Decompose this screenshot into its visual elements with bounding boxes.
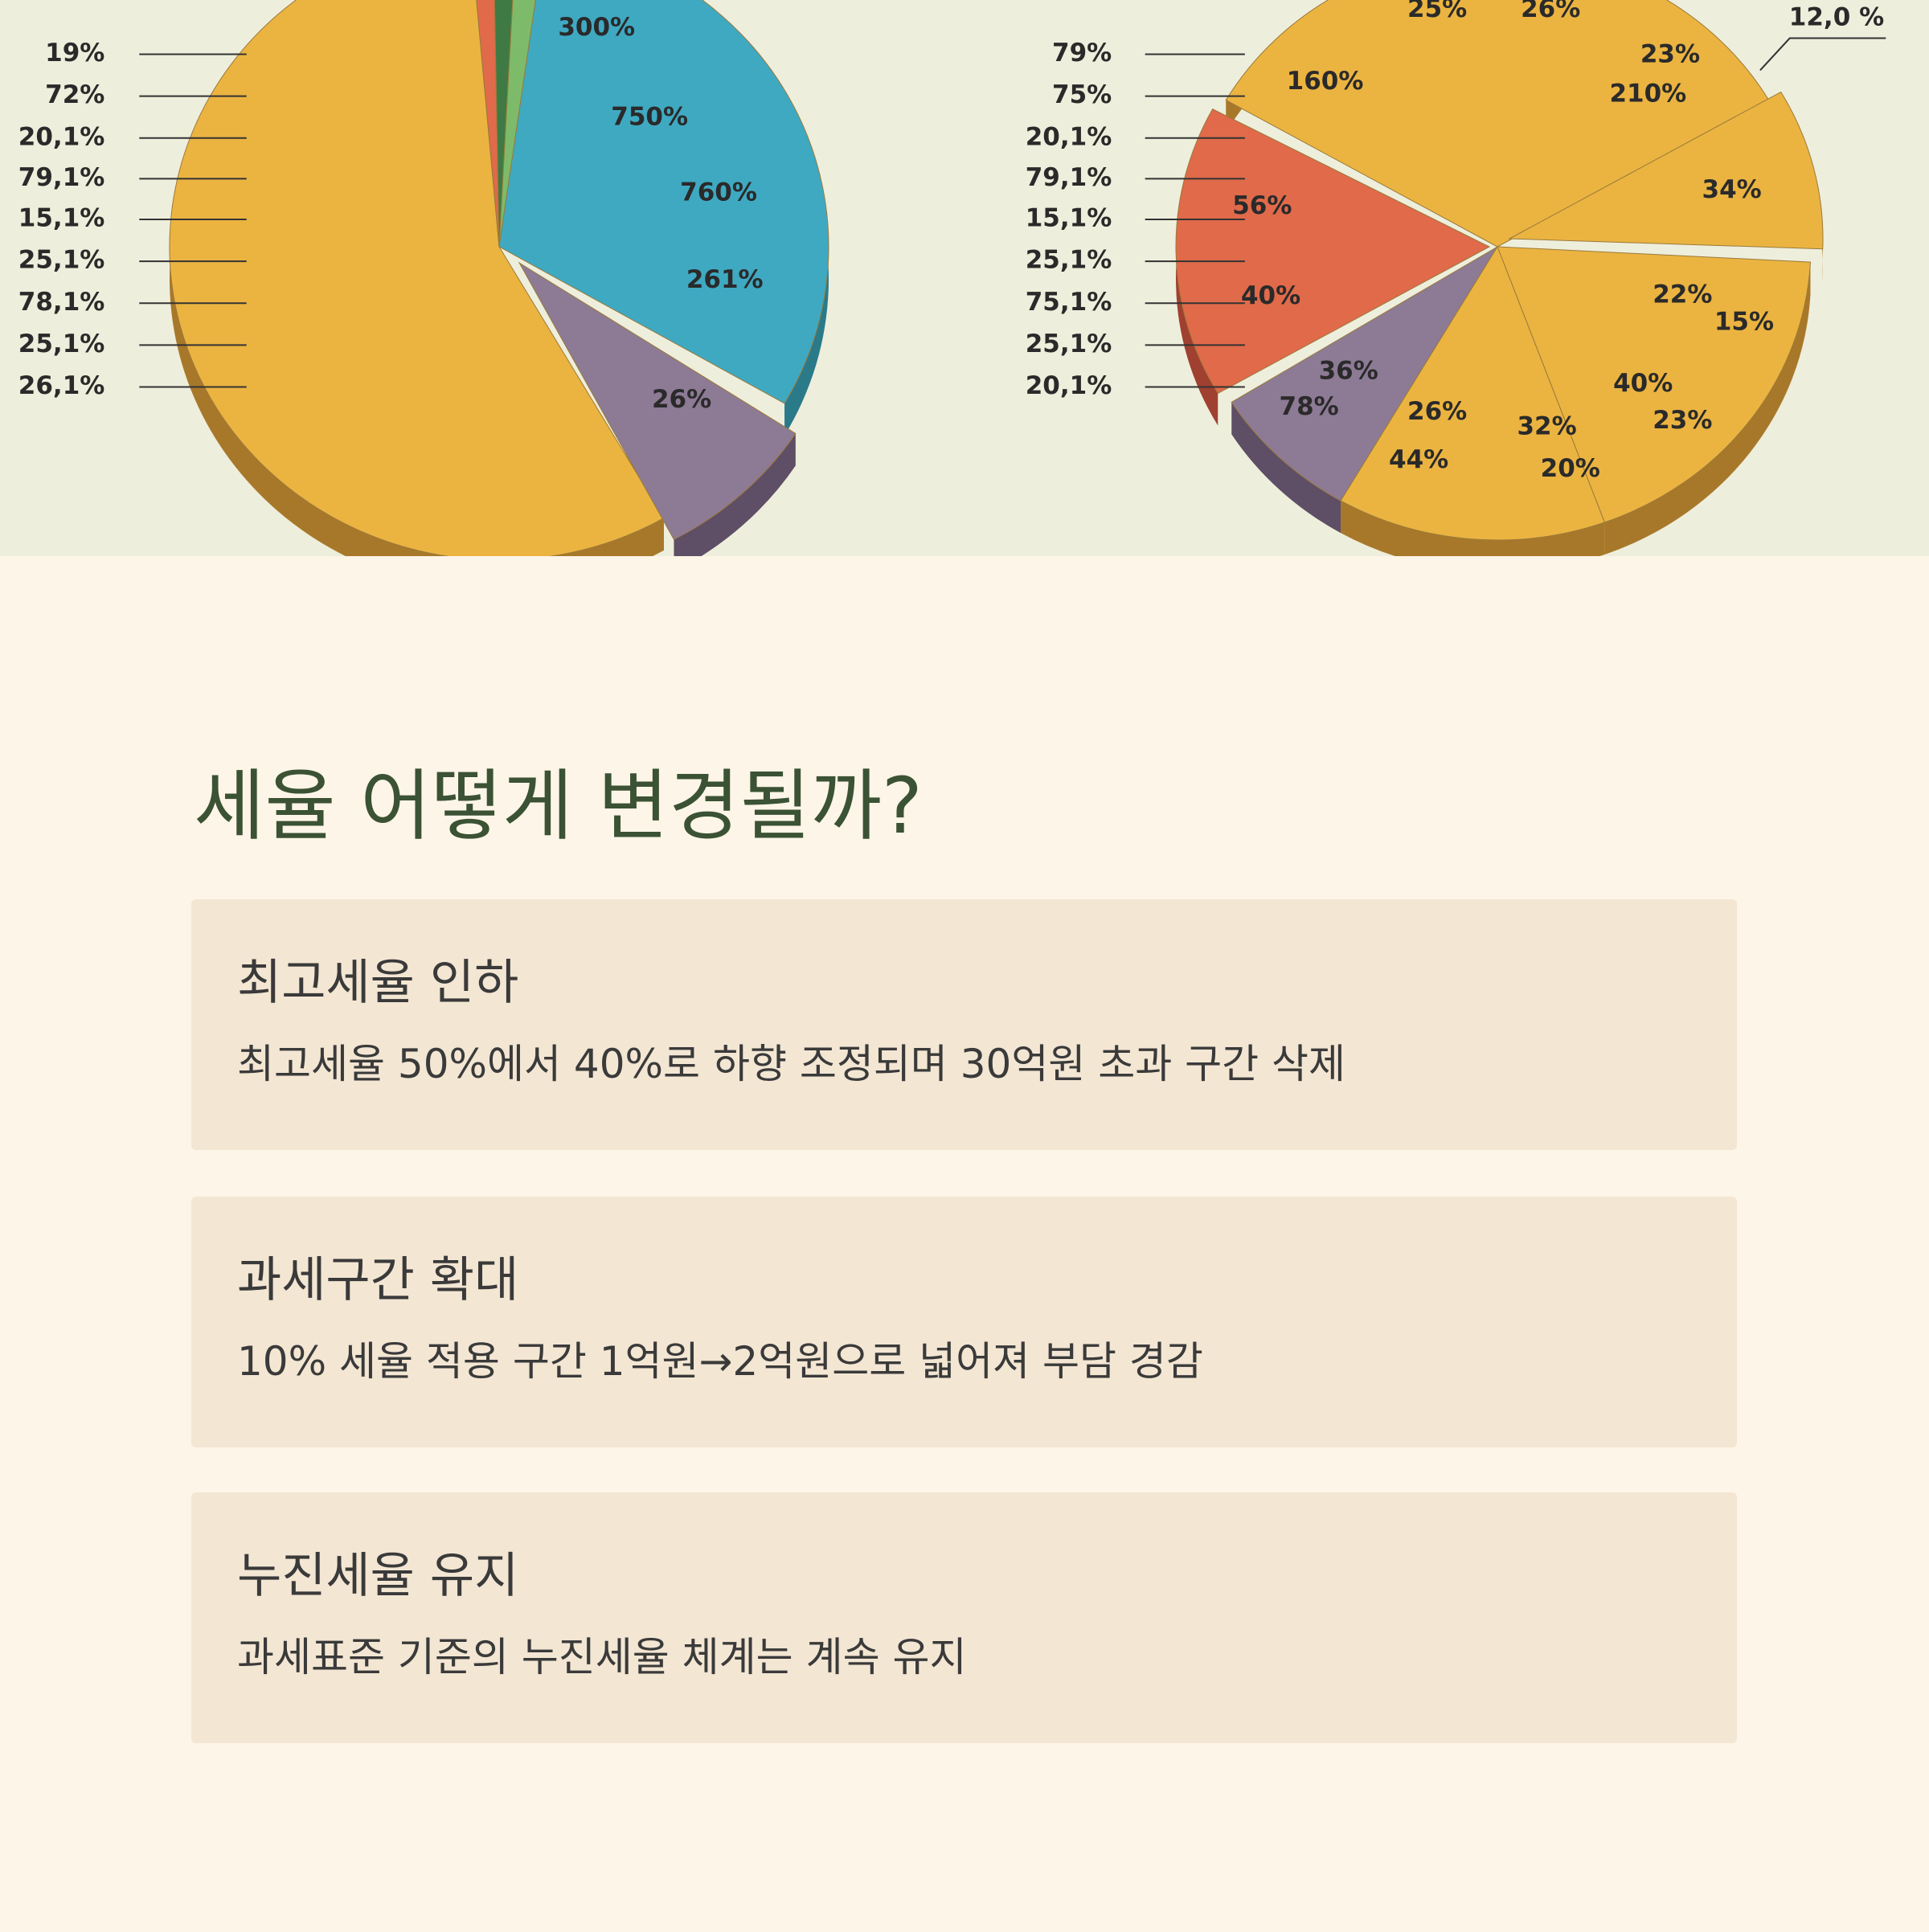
card: 과세구간 확대 10% 세율 적용 구간 1억원→2억원으로 넓어져 부담 경감 [191, 1197, 1737, 1447]
card-title: 과세구간 확대 [237, 1252, 519, 1308]
slice-label: 26% [652, 385, 711, 414]
axis-label: 25,1% [18, 330, 105, 358]
slice-label: 23% [1640, 40, 1700, 69]
axis-label: 25,1% [1026, 246, 1112, 275]
slice-label: 78% [1280, 392, 1339, 421]
axis-label: 75,1% [1026, 288, 1112, 317]
axis-label: 72% [45, 80, 104, 109]
header-image: 19% 72% 20,1% 79,1% 15,1% 25,1% 78,1% 25,1% 26,1… [0, 0, 1929, 556]
slice-label: 160% [1287, 67, 1364, 96]
slice-label: 12,0 % [1789, 3, 1884, 32]
axis-label: 79% [1052, 39, 1112, 68]
pie-slice [1497, 246, 1811, 523]
card-text: 10% 세율 적용 구간 1억원→2억원으로 넓어져 부담 경감 [237, 1338, 1203, 1385]
axis-label: 20,1% [1026, 371, 1112, 400]
axis-label: 25,1% [1026, 330, 1112, 358]
axis-label: 19% [45, 39, 104, 68]
axis-label: 15,1% [1026, 203, 1112, 232]
pie-slice [169, 0, 665, 556]
axis-label: 79,1% [1026, 163, 1112, 192]
slice-label: 261% [686, 265, 764, 294]
pie-slice [518, 261, 797, 541]
slice-label: 15% [1714, 307, 1774, 336]
card-title: 누진세율 유지 [237, 1548, 519, 1604]
slice-label: 23% [1653, 406, 1712, 435]
slice-label: 300% [558, 13, 635, 42]
slice-label: 22% [1653, 280, 1712, 309]
axis-label: 25,1% [18, 246, 105, 275]
axis-label: 75% [1052, 80, 1112, 109]
pie-slice [1175, 108, 1491, 395]
pie-slice [1225, 0, 1770, 248]
pie-side [1231, 402, 1341, 534]
slice-label: 44% [1389, 445, 1448, 474]
pie-slice [1340, 245, 1606, 541]
axis-label: 20,1% [1026, 122, 1112, 151]
pie-side [674, 433, 796, 556]
card-text: 과세표준 기준의 누진세율 체계는 계속 유지 [237, 1634, 967, 1680]
slice-label: 32% [1517, 412, 1576, 441]
pie-slice [498, 0, 829, 404]
slice-label: 36% [1319, 357, 1378, 386]
axis-label: 78,1% [18, 288, 105, 317]
slice-label: 750% [611, 103, 688, 132]
slice-label: 760% [680, 178, 757, 207]
axis-label: 20,1% [18, 122, 105, 151]
slice-label: 34% [1702, 175, 1762, 204]
pie-side [1604, 262, 1811, 555]
slice-label: 56% [1232, 191, 1292, 220]
pie-slice [476, 0, 500, 248]
axis-label: 79,1% [18, 163, 105, 192]
slice-label: 25% [1407, 0, 1467, 23]
leader-line [1759, 37, 1886, 72]
pie-side [1341, 501, 1605, 556]
axis-label: 26,1% [18, 371, 105, 400]
card-title: 최고세율 인하 [237, 955, 519, 1011]
slice-label: 20% [1541, 454, 1600, 483]
pie-slice [1231, 246, 1498, 501]
slice-label: 40% [1241, 281, 1300, 310]
slice-label: 26% [1407, 397, 1467, 426]
pie-slice [1508, 91, 1824, 250]
card-text: 최고세율 50%에서 40%로 하향 조정되며 30억원 초과 구간 삭제 [237, 1041, 1346, 1087]
slice-label: 40% [1613, 369, 1673, 398]
axis-label: 15,1% [18, 203, 105, 232]
pie-slice [494, 0, 514, 248]
section-heading: 세율 어떻게 변경될까? [194, 761, 923, 851]
slice-label: 210% [1609, 80, 1686, 108]
slice-label: 26% [1521, 0, 1580, 23]
